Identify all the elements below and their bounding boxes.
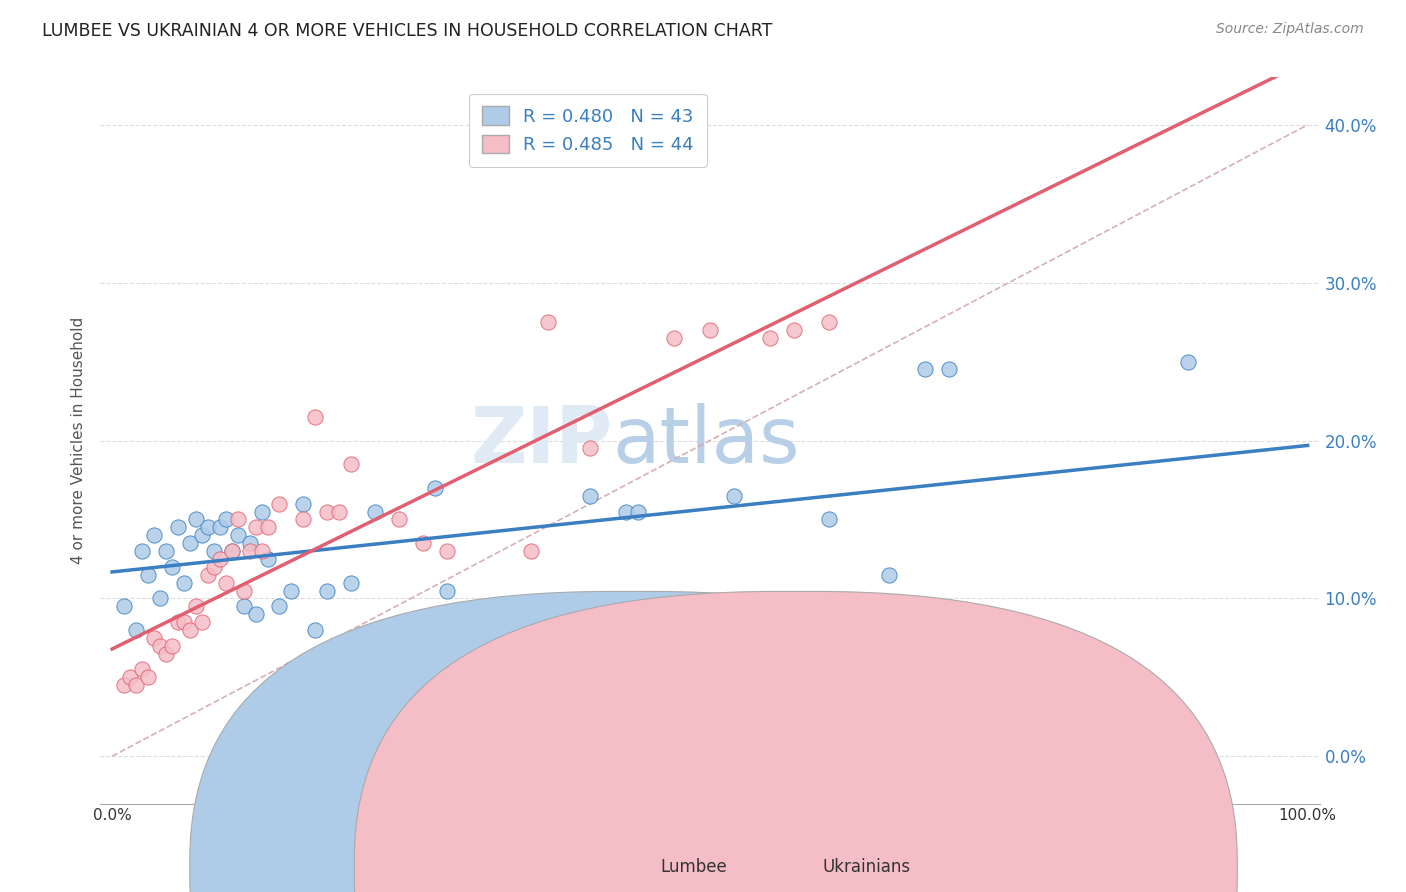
Point <box>142 528 165 542</box>
Point <box>208 520 231 534</box>
Point <box>304 623 326 637</box>
Point <box>316 583 339 598</box>
Point <box>699 323 721 337</box>
Point <box>269 599 291 614</box>
Point <box>190 615 212 629</box>
Point <box>155 647 177 661</box>
Point <box>1033 702 1056 716</box>
Text: atlas: atlas <box>612 402 800 478</box>
Point <box>125 623 148 637</box>
Text: ZIP: ZIP <box>470 402 612 478</box>
Point <box>1177 354 1199 368</box>
Point <box>340 457 363 471</box>
Point <box>537 315 560 329</box>
Point <box>304 409 326 424</box>
Point <box>221 544 243 558</box>
Point <box>136 670 159 684</box>
Point <box>166 520 188 534</box>
Point <box>149 591 172 606</box>
Text: Source: ZipAtlas.com: Source: ZipAtlas.com <box>1216 22 1364 37</box>
Point <box>197 520 219 534</box>
Point <box>614 505 637 519</box>
Point <box>818 315 841 329</box>
Point <box>136 567 159 582</box>
Point <box>423 481 446 495</box>
Point <box>723 489 745 503</box>
Point <box>579 489 602 503</box>
Point <box>214 575 236 590</box>
Point <box>280 662 302 676</box>
Point <box>938 362 960 376</box>
Point <box>226 528 249 542</box>
Point <box>239 544 262 558</box>
Y-axis label: 4 or more Vehicles in Household: 4 or more Vehicles in Household <box>72 317 86 564</box>
Point <box>914 362 936 376</box>
Point <box>160 639 183 653</box>
Point <box>226 512 249 526</box>
Point <box>142 631 165 645</box>
Point <box>245 520 267 534</box>
Point <box>436 583 458 598</box>
Point <box>197 567 219 582</box>
Legend: R = 0.480   N = 43, R = 0.485   N = 44: R = 0.480 N = 43, R = 0.485 N = 44 <box>470 94 707 167</box>
Point <box>328 505 350 519</box>
Point <box>131 544 153 558</box>
Point <box>818 512 841 526</box>
Point <box>202 544 225 558</box>
Point <box>118 670 141 684</box>
Text: Ukrainians: Ukrainians <box>823 858 911 876</box>
Point <box>166 615 188 629</box>
Point <box>758 331 780 345</box>
Point <box>364 505 387 519</box>
Point <box>340 575 363 590</box>
Point <box>292 512 315 526</box>
Point <box>280 583 302 598</box>
Point <box>173 615 195 629</box>
Text: Lumbee: Lumbee <box>661 858 727 876</box>
Point <box>245 607 267 622</box>
Point <box>190 528 212 542</box>
Point <box>125 678 148 692</box>
Point <box>436 544 458 558</box>
Point <box>579 442 602 456</box>
Point <box>155 544 177 558</box>
Point <box>256 552 278 566</box>
Point <box>202 559 225 574</box>
Point <box>179 536 201 550</box>
Point <box>112 599 135 614</box>
Point <box>131 662 153 676</box>
Point <box>149 639 172 653</box>
Point <box>662 331 685 345</box>
Point <box>221 544 243 558</box>
Point <box>179 623 201 637</box>
Point <box>112 678 135 692</box>
Point <box>208 552 231 566</box>
Point <box>388 512 411 526</box>
Point <box>316 505 339 519</box>
Point <box>160 559 183 574</box>
Point <box>239 536 262 550</box>
Point <box>184 512 207 526</box>
Point <box>292 497 315 511</box>
Point <box>269 497 291 511</box>
Point <box>412 536 434 550</box>
Point <box>519 544 541 558</box>
Point <box>173 575 195 590</box>
Point <box>184 599 207 614</box>
Point <box>877 567 900 582</box>
Point <box>782 323 804 337</box>
Point <box>364 623 387 637</box>
Point <box>256 520 278 534</box>
Text: LUMBEE VS UKRAINIAN 4 OR MORE VEHICLES IN HOUSEHOLD CORRELATION CHART: LUMBEE VS UKRAINIAN 4 OR MORE VEHICLES I… <box>42 22 772 40</box>
Point <box>232 599 254 614</box>
Point <box>250 544 273 558</box>
Point <box>250 505 273 519</box>
Point <box>232 583 254 598</box>
Point <box>627 505 650 519</box>
Point <box>214 512 236 526</box>
